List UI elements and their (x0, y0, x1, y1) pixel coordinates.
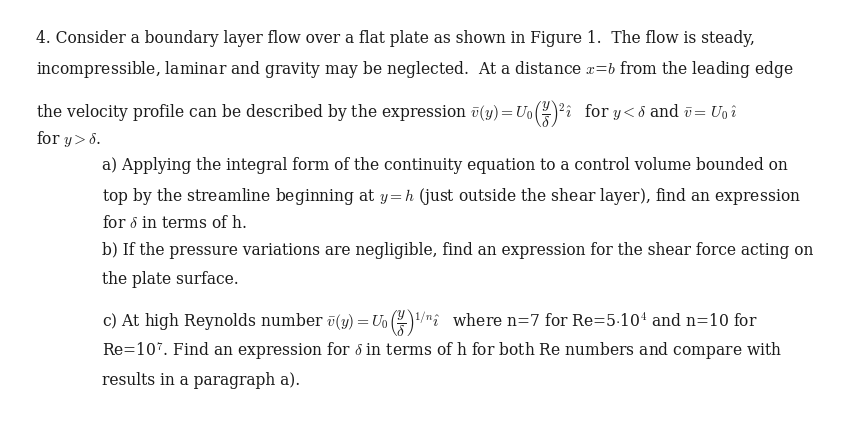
Text: a) Applying the integral form of the continuity equation to a control volume bou: a) Applying the integral form of the con… (102, 157, 787, 174)
Text: c) At high Reynolds number $\bar{v}(y) = U_0\left(\dfrac{y}{\delta}\right)^{\!1/: c) At high Reynolds number $\bar{v}(y) =… (102, 307, 757, 338)
Text: b) If the pressure variations are negligible, find an expression for the shear f: b) If the pressure variations are neglig… (102, 242, 812, 259)
Text: the velocity profile can be described by the expression $\bar{v}(y) = U_0\left(\: the velocity profile can be described by… (36, 98, 737, 129)
Text: top by the streamline beginning at $y = h$ (just outside the shear layer), find : top by the streamline beginning at $y = … (102, 186, 800, 207)
Text: the plate surface.: the plate surface. (102, 271, 238, 288)
Text: results in a paragraph a).: results in a paragraph a). (102, 372, 300, 389)
Text: Re=10$^7$. Find an expression for $\delta$ in terms of h for both Re numbers and: Re=10$^7$. Find an expression for $\delt… (102, 341, 781, 363)
Text: for $\delta$ in terms of h.: for $\delta$ in terms of h. (102, 215, 246, 232)
Text: for $y > \delta$.: for $y > \delta$. (36, 129, 101, 149)
Text: 4. Consider a boundary layer flow over a flat plate as shown in Figure 1.  The f: 4. Consider a boundary layer flow over a… (36, 30, 754, 47)
Text: incompressible, laminar and gravity may be neglected.  At a distance $x$=$b$ fro: incompressible, laminar and gravity may … (36, 59, 794, 80)
